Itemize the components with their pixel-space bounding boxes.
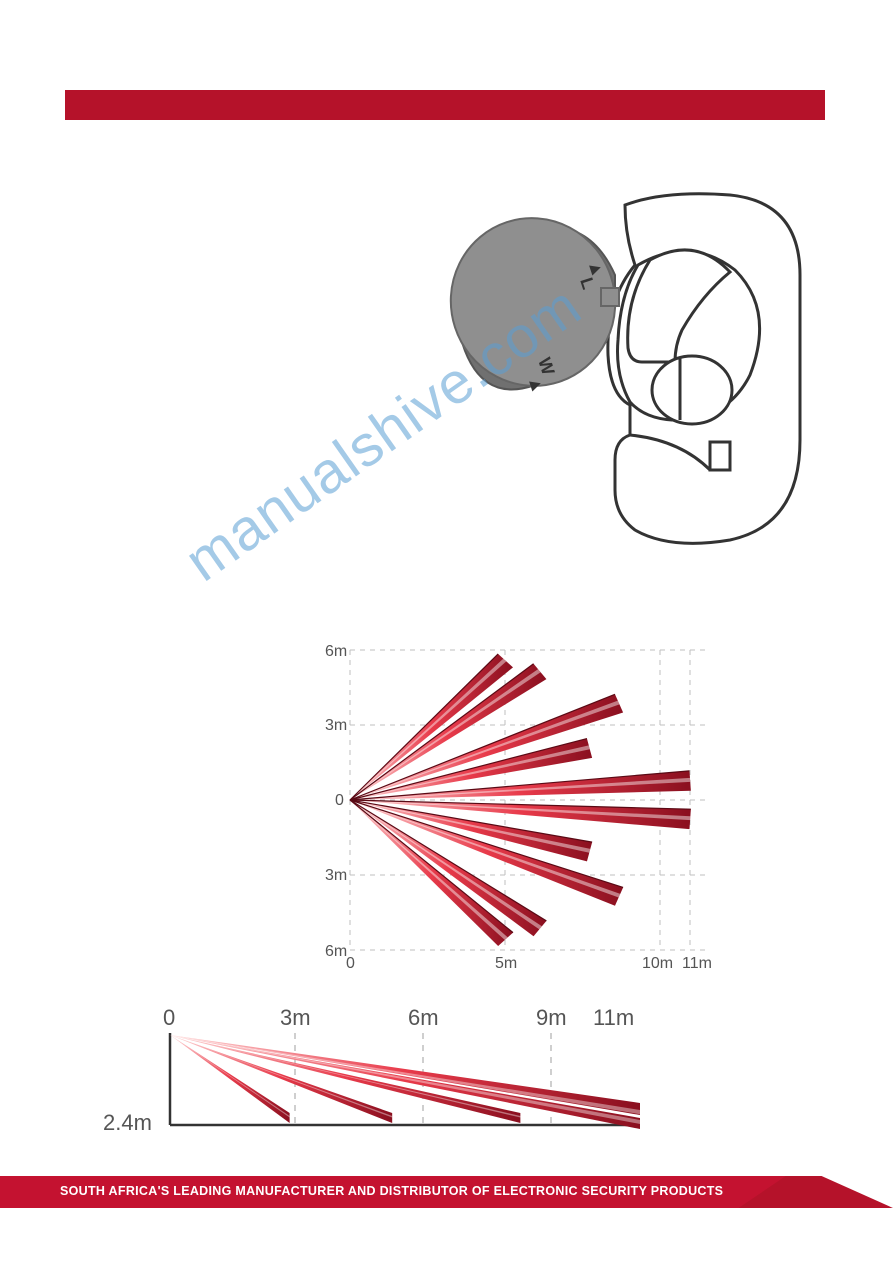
sensor-diagram: ▲ L W ▲ (430, 180, 830, 560)
side-beam-diagram: 0 3m 6m 9m 11m 2.4m (95, 1005, 655, 1150)
x-label-5m: 5m (495, 955, 517, 970)
y-label-0: 0 (335, 792, 344, 809)
side-x-11m: 11m (593, 1005, 634, 1030)
side-height-label: 2.4m (103, 1110, 152, 1135)
y-label-6m-bot: 6m (325, 943, 347, 960)
side-beams (170, 1035, 640, 1129)
x-label-0: 0 (346, 955, 355, 970)
side-labels: 0 3m 6m 9m 11m 2.4m (103, 1005, 634, 1135)
y-label-3m-top: 3m (325, 717, 347, 734)
y-label-6m-top: 6m (325, 643, 347, 660)
footer-banner: SOUTH AFRICA'S LEADING MANUFACTURER AND … (0, 1176, 893, 1208)
footer-text: SOUTH AFRICA'S LEADING MANUFACTURER AND … (60, 1184, 723, 1198)
side-grid (295, 1033, 551, 1125)
sensor-housing (608, 194, 800, 544)
y-label-3m-bot: 3m (325, 867, 347, 884)
x-label-11m: 11m (682, 955, 712, 970)
side-x-0: 0 (163, 1005, 175, 1030)
grid (350, 650, 705, 950)
x-label-10m: 10m (642, 955, 673, 970)
side-x-6m: 6m (408, 1005, 439, 1030)
side-x-3m: 3m (280, 1005, 311, 1030)
side-x-9m: 9m (536, 1005, 567, 1030)
header-bar (65, 90, 825, 120)
fan-beam-diagram: 6m 3m 0 3m 6m 0 5m 10m 11m (290, 640, 720, 970)
sensor-lens: ▲ L W ▲ (430, 197, 637, 407)
